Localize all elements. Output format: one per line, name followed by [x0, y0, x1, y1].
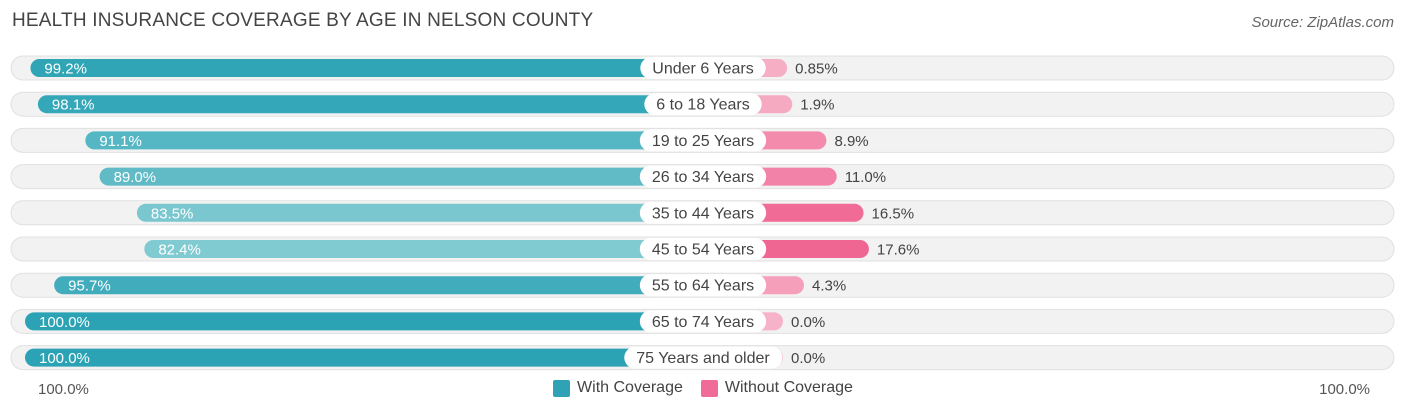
legend-label-without-coverage: Without Coverage: [724, 379, 853, 396]
axis-right-label: 100.0%: [1319, 381, 1370, 398]
value-label-with-coverage: 89.0%: [114, 169, 157, 186]
category-pill: [639, 238, 767, 260]
category-label: 35 to 44 Years: [652, 205, 754, 222]
value-label-with-coverage: 95.7%: [68, 278, 111, 295]
value-label-with-coverage: 91.1%: [99, 133, 142, 150]
value-label-with-coverage: 83.5%: [151, 205, 194, 222]
category-label: 65 to 74 Years: [652, 314, 754, 331]
legend-label-with-coverage: With Coverage: [577, 379, 683, 396]
category-label: 55 to 64 Years: [652, 278, 754, 295]
value-label-without-coverage: 1.9%: [800, 97, 834, 114]
category-label: 75 Years and older: [636, 350, 770, 367]
value-label-without-coverage: 16.5%: [872, 205, 915, 222]
category-pill: [639, 165, 767, 188]
category-label: 6 to 18 Years: [656, 97, 749, 114]
value-label-with-coverage: 82.4%: [158, 242, 201, 259]
value-label-with-coverage: 100.0%: [39, 314, 90, 331]
value-label-with-coverage: 100.0%: [39, 350, 90, 367]
category-label: 19 to 25 Years: [652, 133, 754, 150]
bar-with-coverage: [99, 167, 703, 186]
value-label-without-coverage: 17.6%: [877, 242, 920, 259]
value-label-without-coverage: 0.0%: [791, 350, 825, 367]
bar-with-coverage: [144, 240, 703, 258]
value-label-without-coverage: 11.0%: [845, 169, 886, 186]
category-pill: [624, 346, 783, 369]
category-pill: [640, 57, 766, 79]
category-label: 26 to 34 Years: [652, 169, 754, 186]
bar-with-coverage: [25, 312, 703, 331]
legend-item-without-coverage: Without Coverage: [700, 379, 853, 397]
category-label: 45 to 54 Years: [652, 242, 754, 259]
chart-title: HEALTH INSURANCE COVERAGE BY AGE IN NELS…: [12, 10, 594, 31]
legend-swatch-with-coverage: [553, 379, 571, 397]
bar-with-coverage: [136, 203, 703, 222]
axis-left-label: 100.0%: [38, 381, 89, 398]
category-pill: [639, 274, 767, 297]
value-label-without-coverage: 4.3%: [812, 278, 846, 295]
legend-item-with-coverage: With Coverage: [553, 379, 683, 397]
value-label-with-coverage: 98.1%: [52, 97, 95, 114]
category-label: Under 6 Years: [652, 61, 753, 78]
bar-with-coverage: [85, 131, 704, 150]
legend: With Coverage Without Coverage: [0, 379, 1406, 397]
bar-with-coverage: [30, 59, 703, 77]
value-label-without-coverage: 8.9%: [834, 133, 868, 150]
bar-with-coverage: [25, 348, 703, 367]
category-pill: [639, 310, 767, 333]
category-pill: [639, 201, 767, 224]
bar-with-coverage: [54, 276, 704, 295]
value-label-without-coverage: 0.85%: [795, 61, 838, 78]
source-label: Source: ZipAtlas.com: [1251, 14, 1394, 31]
value-label-without-coverage: 0.0%: [791, 314, 825, 331]
bar-with-coverage: [37, 95, 703, 114]
value-label-with-coverage: 99.2%: [44, 61, 87, 78]
category-pill: [644, 93, 762, 116]
category-pill: [639, 129, 767, 152]
legend-swatch-without-coverage: [700, 379, 718, 397]
